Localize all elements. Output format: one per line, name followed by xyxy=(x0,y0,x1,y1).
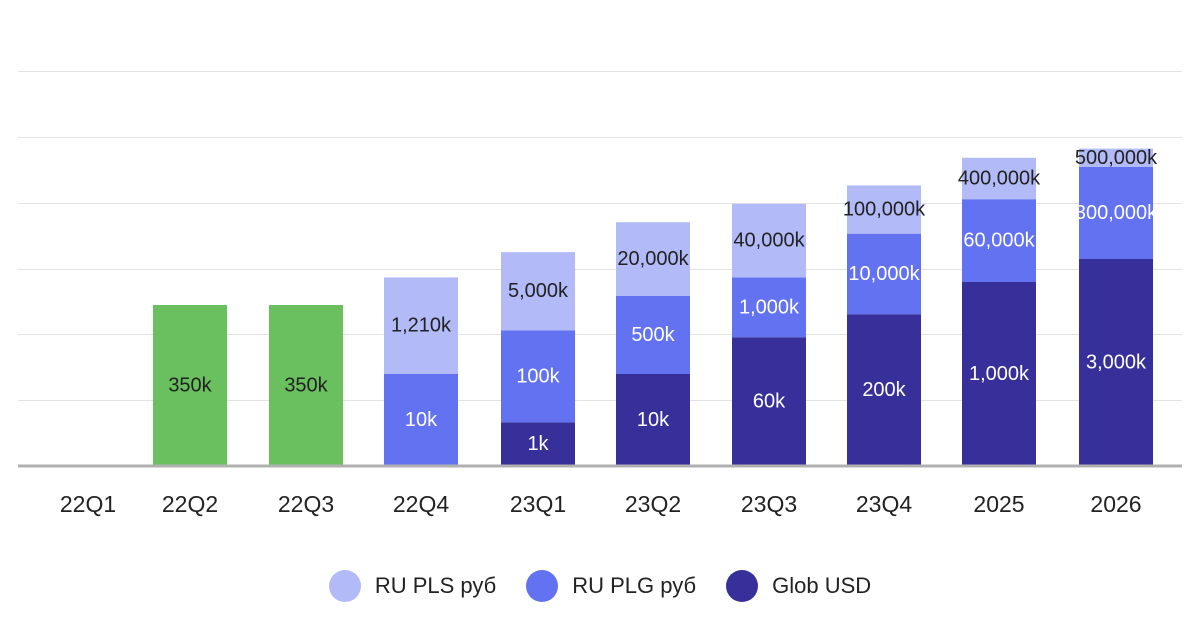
bar-value-label: 10k xyxy=(637,409,670,431)
bar-value-label: 1k xyxy=(527,433,549,455)
legend-label: RU PLG руб xyxy=(572,573,697,598)
bar-segment xyxy=(616,374,690,466)
x-tick-label: 23Q2 xyxy=(625,491,681,517)
bar-value-label: 100,000k xyxy=(843,199,926,221)
legend-item: RU PLG руб xyxy=(526,570,696,602)
bar-value-label: 3,000k xyxy=(1086,352,1147,374)
bar-segment xyxy=(732,337,806,466)
legend-label: Glob USD xyxy=(772,573,872,598)
bar-value-label: 40,000k xyxy=(733,230,805,252)
x-tick-label: 2025 xyxy=(973,491,1024,517)
bar-value-label: 400,000k xyxy=(958,168,1041,190)
bar-segment xyxy=(962,199,1036,282)
x-tick-label: 22Q4 xyxy=(393,491,449,517)
bar-value-label: 20,000k xyxy=(617,248,689,270)
bar-segment xyxy=(962,282,1036,466)
bar-value-label: 200k xyxy=(862,379,906,401)
bar-segment xyxy=(384,374,458,466)
x-tick-label: 23Q4 xyxy=(856,491,912,517)
bar-segment xyxy=(847,314,921,466)
bar-value-label: 100k xyxy=(516,365,560,387)
bar-value-label: 1,210k xyxy=(391,315,452,337)
x-tick-label: 22Q1 xyxy=(60,491,116,517)
legend-item: Glob USD xyxy=(726,570,871,602)
bar-value-label: 5,000k xyxy=(508,280,569,302)
legend-swatch xyxy=(526,570,559,602)
bars xyxy=(153,148,1153,466)
bar-value-label: 10k xyxy=(405,409,438,431)
bar-value-label: 300,000k xyxy=(1075,202,1158,224)
bar-segment xyxy=(384,277,458,374)
x-tick-label: 22Q3 xyxy=(278,491,334,517)
bar-value-label: 500,000k xyxy=(1075,147,1158,169)
bar-value-label: 500k xyxy=(631,324,675,346)
bar-value-label: 60,000k xyxy=(963,230,1035,252)
bar-value-label: 1,000k xyxy=(969,363,1030,385)
segment-labels: 350k 350k 1k 10k 60k 200k 1,000k 3,000k 10k 100k 5… xyxy=(168,147,1158,455)
legend-swatch xyxy=(726,570,759,602)
x-tick-label: 23Q3 xyxy=(741,491,797,517)
bar-value-label: 60k xyxy=(753,391,786,413)
bar-value-label: 350k xyxy=(168,375,212,397)
bar-segment xyxy=(1079,259,1153,466)
bar-segment xyxy=(847,185,921,234)
bar-segment xyxy=(616,295,690,374)
bar-value-label: 1,000k xyxy=(739,296,800,318)
bar-segment xyxy=(1079,148,1153,167)
legend-item: RU PLS руб xyxy=(328,570,497,602)
x-tick-label: 23Q1 xyxy=(510,491,566,517)
legend-label: RU PLS руб xyxy=(374,573,497,598)
bar-segment xyxy=(732,277,806,338)
legend-swatch xyxy=(328,570,361,602)
bar-segment xyxy=(847,233,921,315)
bar-segment xyxy=(962,157,1036,200)
bar-segment xyxy=(616,222,690,296)
bar-value-label: 10,000k xyxy=(848,263,920,285)
bar-segment xyxy=(501,252,575,331)
bar-segment xyxy=(501,422,575,466)
legend: RU PLS руб RU PLG руб Glob USD xyxy=(0,570,1200,602)
bar-segment xyxy=(153,305,227,466)
x-tick-label: 22Q2 xyxy=(162,491,218,517)
bar-segment xyxy=(732,203,806,278)
bar-segment xyxy=(501,330,575,423)
x-tick-label: 2026 xyxy=(1090,491,1141,517)
bar-segment xyxy=(1079,167,1153,259)
stacked-bar-chart: 350k 350k 1k 10k 60k 200k 1,000k 3,000k 10k 100k 5… xyxy=(18,71,1182,517)
bar-value-label: 350k xyxy=(284,375,328,397)
x-axis-ticks: 22Q1 22Q2 22Q3 22Q4 23Q1 23Q2 23Q3 23Q4 2025 2026 xyxy=(60,491,1142,517)
bar-segment xyxy=(269,305,343,466)
